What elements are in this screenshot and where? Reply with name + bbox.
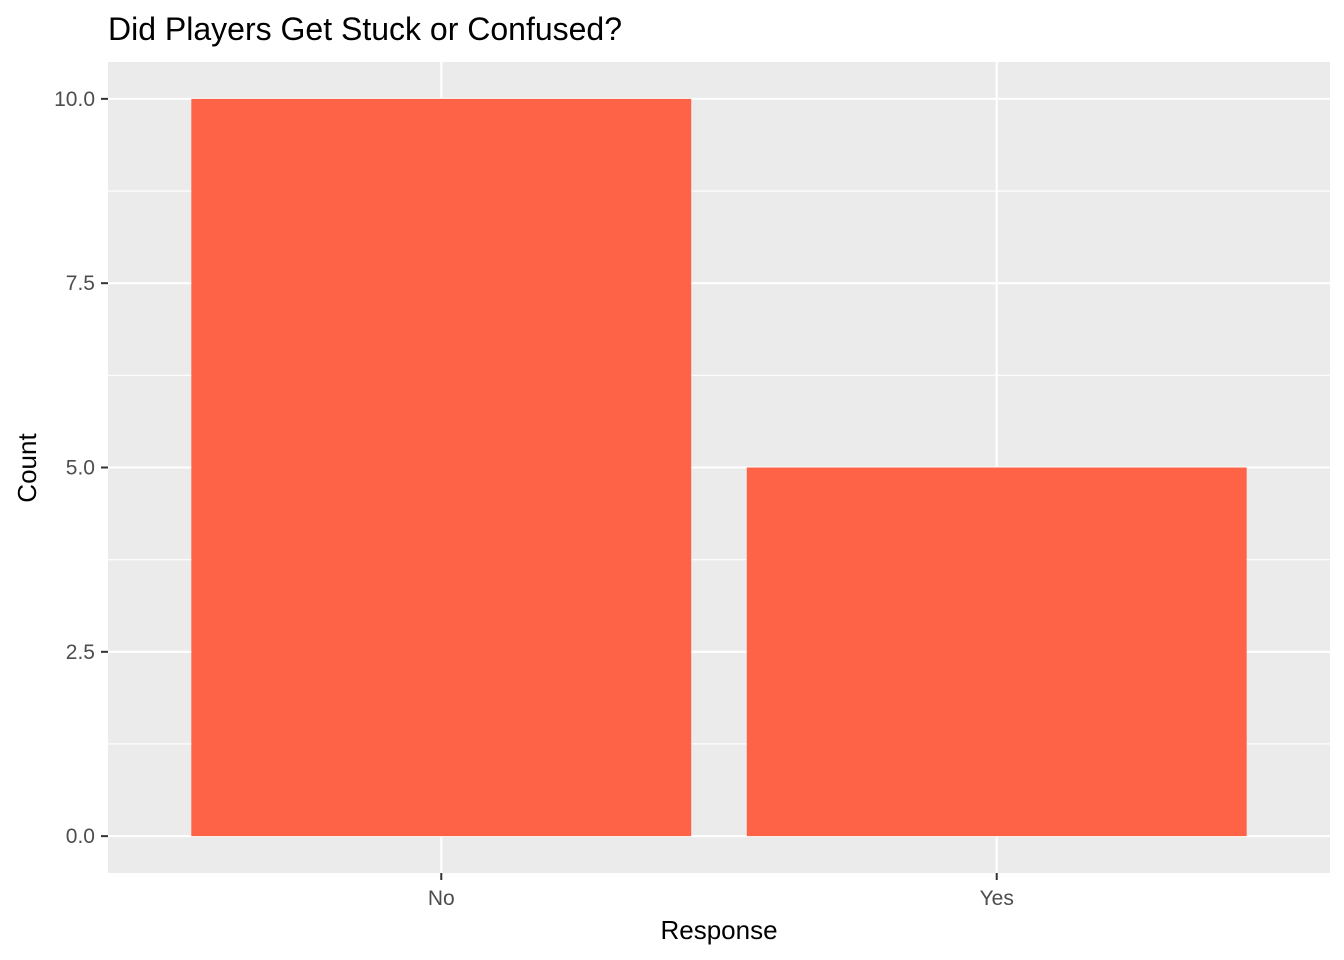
y-axis-title: Count [12,433,42,503]
bar-no [191,98,692,837]
chart-title: Did Players Get Stuck or Confused? [108,11,622,47]
x-tick-label: No [428,887,455,910]
y-tick-label: 5.0 [66,457,95,480]
bars [191,98,1247,837]
y-tick-label: 10.0 [54,88,95,111]
x-tick-label: Yes [980,887,1014,910]
bar-yes [746,467,1247,837]
y-tick-label: 0.0 [66,825,95,848]
x-axis-title: Response [660,915,777,945]
y-axis: 0.0 2.5 5.0 7.5 10.0 [54,88,108,848]
y-tick-label: 7.5 [66,272,95,295]
y-tick-label: 2.5 [66,641,95,664]
x-axis: No Yes [428,873,1014,910]
